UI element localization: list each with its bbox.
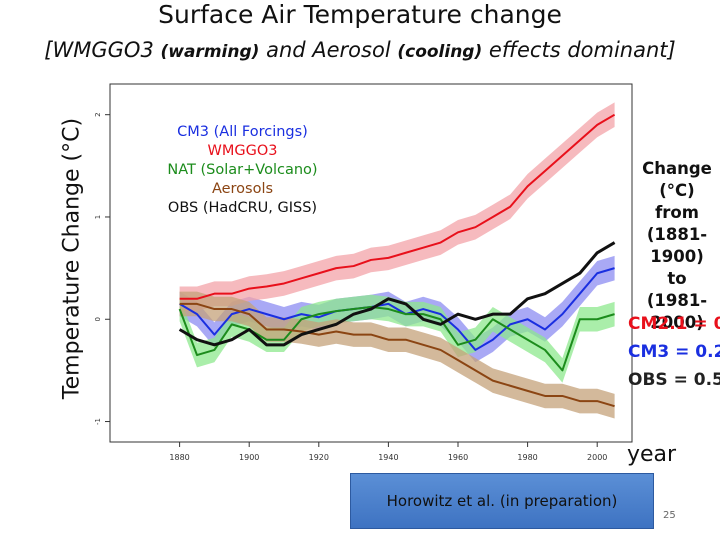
x-tick-label: 1880 (169, 453, 189, 462)
x-tick-label: 1920 (309, 453, 329, 462)
subtitle-warming: (warming) (160, 42, 260, 62)
x-axis-label: year (627, 442, 677, 467)
series-band-wmggo3 (179, 102, 615, 312)
citation-text: Horowitz et al. (in preparation) (386, 492, 618, 510)
change-annotation: OBS = 0.51 (628, 370, 720, 390)
x-tick-label: 1980 (517, 453, 537, 462)
page-title: Surface Air Temperature change (158, 0, 562, 29)
y-tick-label: 0 (94, 317, 102, 321)
series-line-obs-hadcru-giss- (178, 241, 616, 347)
y-tick-label: 1 (94, 215, 102, 219)
series-band-aerosols (179, 291, 615, 419)
x-tick-label: 2000 (587, 453, 607, 462)
subtitle-part-3: effects dominant] (482, 38, 676, 62)
change-note-line: Change (°C) (642, 159, 712, 200)
y-axis-label: Temperature Change (°C) (59, 117, 85, 400)
series-line-cm3-all-forcings- (179, 267, 615, 351)
x-tick-label: 1960 (448, 453, 468, 462)
series-line-aerosols (179, 302, 615, 408)
subtitle: [WMGGO3 (warming) and Aerosol (cooling) … (0, 38, 720, 62)
change-annotation: CM3 = 0.23 (628, 342, 720, 362)
legend-item: OBS (HadCRU, GISS) (167, 200, 318, 216)
change-note-line: from (655, 203, 699, 222)
x-tick-label: 1940 (378, 453, 398, 462)
change-note-line: (1881-1900) (646, 225, 708, 266)
subtitle-cooling: (cooling) (397, 42, 483, 62)
x-tick-label: 1900 (239, 453, 259, 462)
legend-item: Aerosols (211, 181, 274, 197)
series-band-nat-solar-volcano- (179, 294, 615, 383)
page-number: 25 (663, 510, 676, 521)
subtitle-part-2: and Aerosol (259, 38, 398, 62)
change-annotation: CM2.1 = 0.74 (628, 314, 720, 334)
series-line-wmggo3 (179, 113, 616, 300)
change-note: Change (°C) from (1881-1900) to (1981-2000) (632, 158, 720, 334)
chart-legend: CM3 (All Forcings) WMGGO3 NAT (Solar+Volca… (140, 123, 345, 218)
legend-item: NAT (Solar+Volcano) (167, 162, 318, 178)
change-note-line: (1981-2000) (646, 291, 708, 332)
change-note-line: to (667, 269, 687, 288)
citation-box: Horowitz et al. (in preparation) (350, 473, 654, 529)
legend-item: CM3 (All Forcings) (177, 124, 308, 140)
y-tick-label: -1 (94, 418, 102, 425)
y-tick-label: 2 (94, 112, 102, 116)
legend-item: WMGGO3 (207, 143, 278, 159)
subtitle-part-1: [WMGGO3 (44, 38, 161, 62)
